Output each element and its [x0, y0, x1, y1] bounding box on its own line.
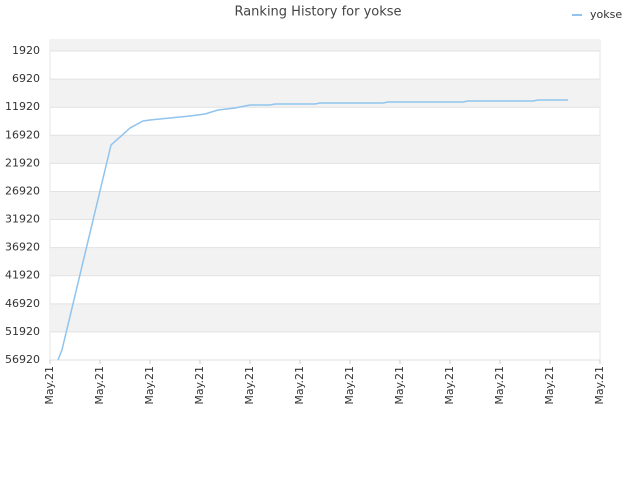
grid-band — [50, 40, 600, 52]
y-tick-label: 11920 — [5, 100, 40, 113]
x-tick-label: May.21 — [393, 366, 406, 405]
chart-title: Ranking History for yokse — [234, 5, 401, 20]
x-tick-label: May.21 — [193, 366, 206, 405]
x-tick-label: May.21 — [493, 366, 506, 405]
y-tick-label: 56920 — [5, 353, 40, 366]
x-tick-label: May.21 — [293, 366, 306, 405]
y-tick-label: 51920 — [5, 325, 40, 338]
x-tick-label: May.21 — [93, 366, 106, 405]
y-tick-label: 26920 — [5, 184, 40, 197]
x-tick-label: May.21 — [343, 366, 356, 405]
y-tick-label: 31920 — [5, 213, 40, 226]
y-tick-label: 1920 — [12, 44, 40, 57]
grid-band — [50, 135, 600, 164]
x-tick-label: May.21 — [143, 366, 156, 405]
y-tick-label: 6920 — [12, 72, 40, 85]
y-tick-label: 41920 — [5, 269, 40, 282]
x-tick-label: May.21 — [593, 366, 606, 405]
x-tick-label: May.21 — [443, 366, 456, 405]
x-tick-label: May.21 — [543, 366, 556, 405]
x-tick-label: May.21 — [243, 366, 256, 405]
data-line — [57, 99, 568, 361]
grid-band — [50, 191, 600, 220]
y-tick-label: 36920 — [5, 241, 40, 254]
y-tick-label: 21920 — [5, 156, 40, 169]
legend-label: yokse — [590, 8, 622, 21]
y-tick-label: 46920 — [5, 297, 40, 310]
y-tick-label: 16920 — [5, 128, 40, 141]
x-tick-label: May.21 — [43, 366, 56, 405]
grid-band — [50, 247, 600, 276]
grid-band — [50, 303, 600, 332]
